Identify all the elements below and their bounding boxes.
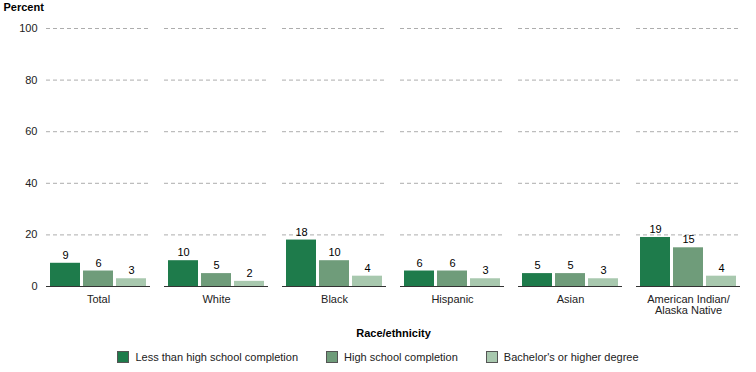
svg-text:6: 6 (416, 257, 422, 269)
svg-text:80: 80 (25, 74, 37, 86)
svg-text:6: 6 (449, 257, 455, 269)
html-text:High school completion: High school completion (344, 351, 458, 363)
svg-text:Hispanic: Hispanic (431, 293, 474, 305)
svg-text:3: 3 (128, 264, 134, 276)
svg-text:0: 0 (31, 280, 37, 292)
svg-text:White: White (202, 293, 230, 305)
svg-text:10: 10 (328, 246, 340, 258)
html-text:Bachelor's or higher degree: Bachelor's or higher degree (503, 351, 639, 363)
svg-text:18: 18 (295, 226, 307, 238)
svg-text:20: 20 (25, 228, 37, 240)
svg-text:5: 5 (534, 259, 540, 271)
svg-text:60: 60 (25, 125, 37, 137)
svg-text:Race/ethnicity: Race/ethnicity (356, 327, 431, 339)
svg-text:3: 3 (600, 264, 606, 276)
svg-text:6: 6 (95, 257, 101, 269)
svg-text:5: 5 (213, 259, 219, 271)
svg-text:4: 4 (718, 262, 724, 274)
svg-text:9: 9 (62, 249, 68, 261)
html-text:Less than high school completi: Less than high school completion (135, 351, 299, 363)
svg-text:10: 10 (177, 246, 189, 258)
svg-text:Percent: Percent (4, 1, 45, 13)
svg-text:40: 40 (25, 177, 37, 189)
svg-text:Total: Total (87, 293, 110, 305)
svg-text:15: 15 (682, 233, 694, 245)
svg-text:4: 4 (364, 262, 370, 274)
svg-text:American Indian/Alaska Native: American Indian/Alaska Native (647, 293, 730, 316)
svg-text:Asian: Asian (557, 293, 585, 305)
svg-text:5: 5 (567, 259, 573, 271)
svg-text:100: 100 (19, 22, 37, 34)
svg-text:3: 3 (482, 264, 488, 276)
svg-text:Black: Black (321, 293, 348, 305)
svg-text:19: 19 (649, 223, 661, 235)
svg-text:2: 2 (246, 267, 252, 279)
